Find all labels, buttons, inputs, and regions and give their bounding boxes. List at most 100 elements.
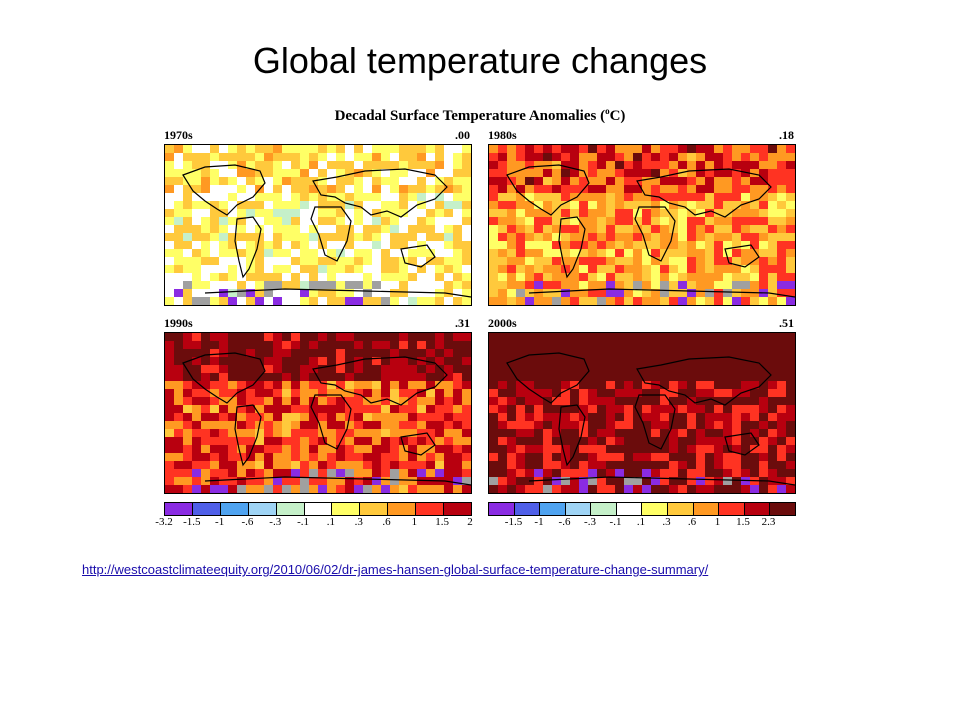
anomaly-cell: [759, 461, 769, 470]
anomaly-cell: [606, 445, 616, 454]
anomaly-cell: [264, 445, 274, 454]
anomaly-cell: [498, 233, 508, 242]
anomaly-cell: [435, 225, 445, 234]
anomaly-cell: [543, 389, 553, 398]
anomaly-cell: [390, 297, 400, 305]
anomaly-cell: [237, 249, 247, 258]
anomaly-cell: [300, 397, 310, 406]
anomaly-cell: [255, 365, 265, 374]
anomaly-cell: [255, 389, 265, 398]
anomaly-cell: [714, 381, 724, 390]
anomaly-cell: [732, 201, 742, 210]
anomaly-cell: [759, 145, 769, 154]
anomaly-cell: [732, 413, 742, 422]
anomaly-cell: [462, 265, 471, 274]
anomaly-cell: [642, 477, 652, 486]
anomaly-cell: [723, 177, 733, 186]
anomaly-cell: [291, 437, 301, 446]
anomaly-cell: [435, 201, 445, 210]
anomaly-cell: [669, 281, 679, 290]
anomaly-cell: [741, 389, 751, 398]
anomaly-cell: [462, 257, 471, 266]
anomaly-cell: [327, 365, 337, 374]
anomaly-cell: [246, 217, 256, 226]
anomaly-cell: [642, 405, 652, 414]
anomaly-cell: [624, 225, 634, 234]
anomaly-cell: [264, 389, 274, 398]
anomaly-cell: [741, 397, 751, 406]
anomaly-cell: [246, 381, 256, 390]
anomaly-cell: [309, 193, 319, 202]
anomaly-cell: [264, 429, 274, 438]
anomaly-cell: [561, 217, 571, 226]
anomaly-cell: [219, 453, 229, 462]
anomaly-cell: [201, 397, 211, 406]
anomaly-cell: [192, 381, 202, 390]
anomaly-cell: [489, 297, 499, 305]
anomaly-cell: [165, 177, 175, 186]
anomaly-cell: [525, 297, 535, 305]
anomaly-cell: [408, 469, 418, 478]
anomaly-cell: [444, 381, 454, 390]
anomaly-cell: [759, 249, 769, 258]
anomaly-cell: [651, 209, 661, 218]
anomaly-cell: [606, 145, 616, 154]
anomaly-cell: [192, 161, 202, 170]
anomaly-cell: [768, 429, 778, 438]
scale-swatch: [540, 503, 566, 515]
anomaly-cell: [372, 249, 382, 258]
anomaly-cell: [687, 257, 697, 266]
anomaly-cell: [273, 241, 283, 250]
source-link[interactable]: http://westcoastclimateequity.org/2010/0…: [82, 562, 709, 577]
anomaly-cell: [759, 209, 769, 218]
anomaly-cell: [534, 381, 544, 390]
anomaly-cell: [183, 405, 193, 414]
anomaly-cell: [165, 421, 175, 430]
anomaly-cell: [291, 225, 301, 234]
anomaly-cell: [390, 405, 400, 414]
anomaly-cell: [381, 333, 391, 342]
anomaly-cell: [174, 201, 184, 210]
anomaly-cell: [372, 445, 382, 454]
anomaly-cell: [516, 477, 526, 486]
anomaly-cell: [642, 381, 652, 390]
anomaly-cell: [444, 461, 454, 470]
anomaly-cell: [561, 421, 571, 430]
anomaly-cell: [507, 161, 517, 170]
anomaly-cell: [768, 145, 778, 154]
anomaly-cell: [570, 421, 580, 430]
anomaly-cell: [183, 429, 193, 438]
anomaly-cell: [345, 241, 355, 250]
anomaly-cell: [705, 421, 715, 430]
anomaly-cell: [561, 365, 571, 374]
anomaly-cell: [399, 177, 409, 186]
anomaly-cell: [678, 469, 688, 478]
anomaly-cell: [183, 333, 193, 342]
anomaly-cell: [624, 265, 634, 274]
anomaly-cell: [570, 241, 580, 250]
anomaly-cell: [786, 469, 795, 478]
anomaly-cell: [777, 281, 787, 290]
anomaly-cell: [264, 273, 274, 282]
anomaly-cell: [336, 381, 346, 390]
anomaly-cell: [768, 249, 778, 258]
anomaly-cell: [669, 381, 679, 390]
anomaly-cell: [255, 265, 265, 274]
anomaly-cell: [570, 333, 580, 342]
anomaly-cell: [201, 453, 211, 462]
anomaly-cell: [615, 421, 625, 430]
anomaly-cell: [678, 333, 688, 342]
anomaly-cell: [318, 209, 328, 218]
anomaly-cell: [678, 209, 688, 218]
anomaly-cell: [210, 257, 220, 266]
anomaly-cell: [444, 209, 454, 218]
anomaly-cell: [246, 209, 256, 218]
anomaly-cell: [570, 153, 580, 162]
anomaly-cell: [264, 257, 274, 266]
anomaly-cell: [651, 217, 661, 226]
anomaly-cell: [714, 477, 724, 486]
anomaly-cell: [597, 161, 607, 170]
anomaly-cell: [453, 365, 463, 374]
anomaly-cell: [192, 437, 202, 446]
anomaly-cell: [678, 249, 688, 258]
